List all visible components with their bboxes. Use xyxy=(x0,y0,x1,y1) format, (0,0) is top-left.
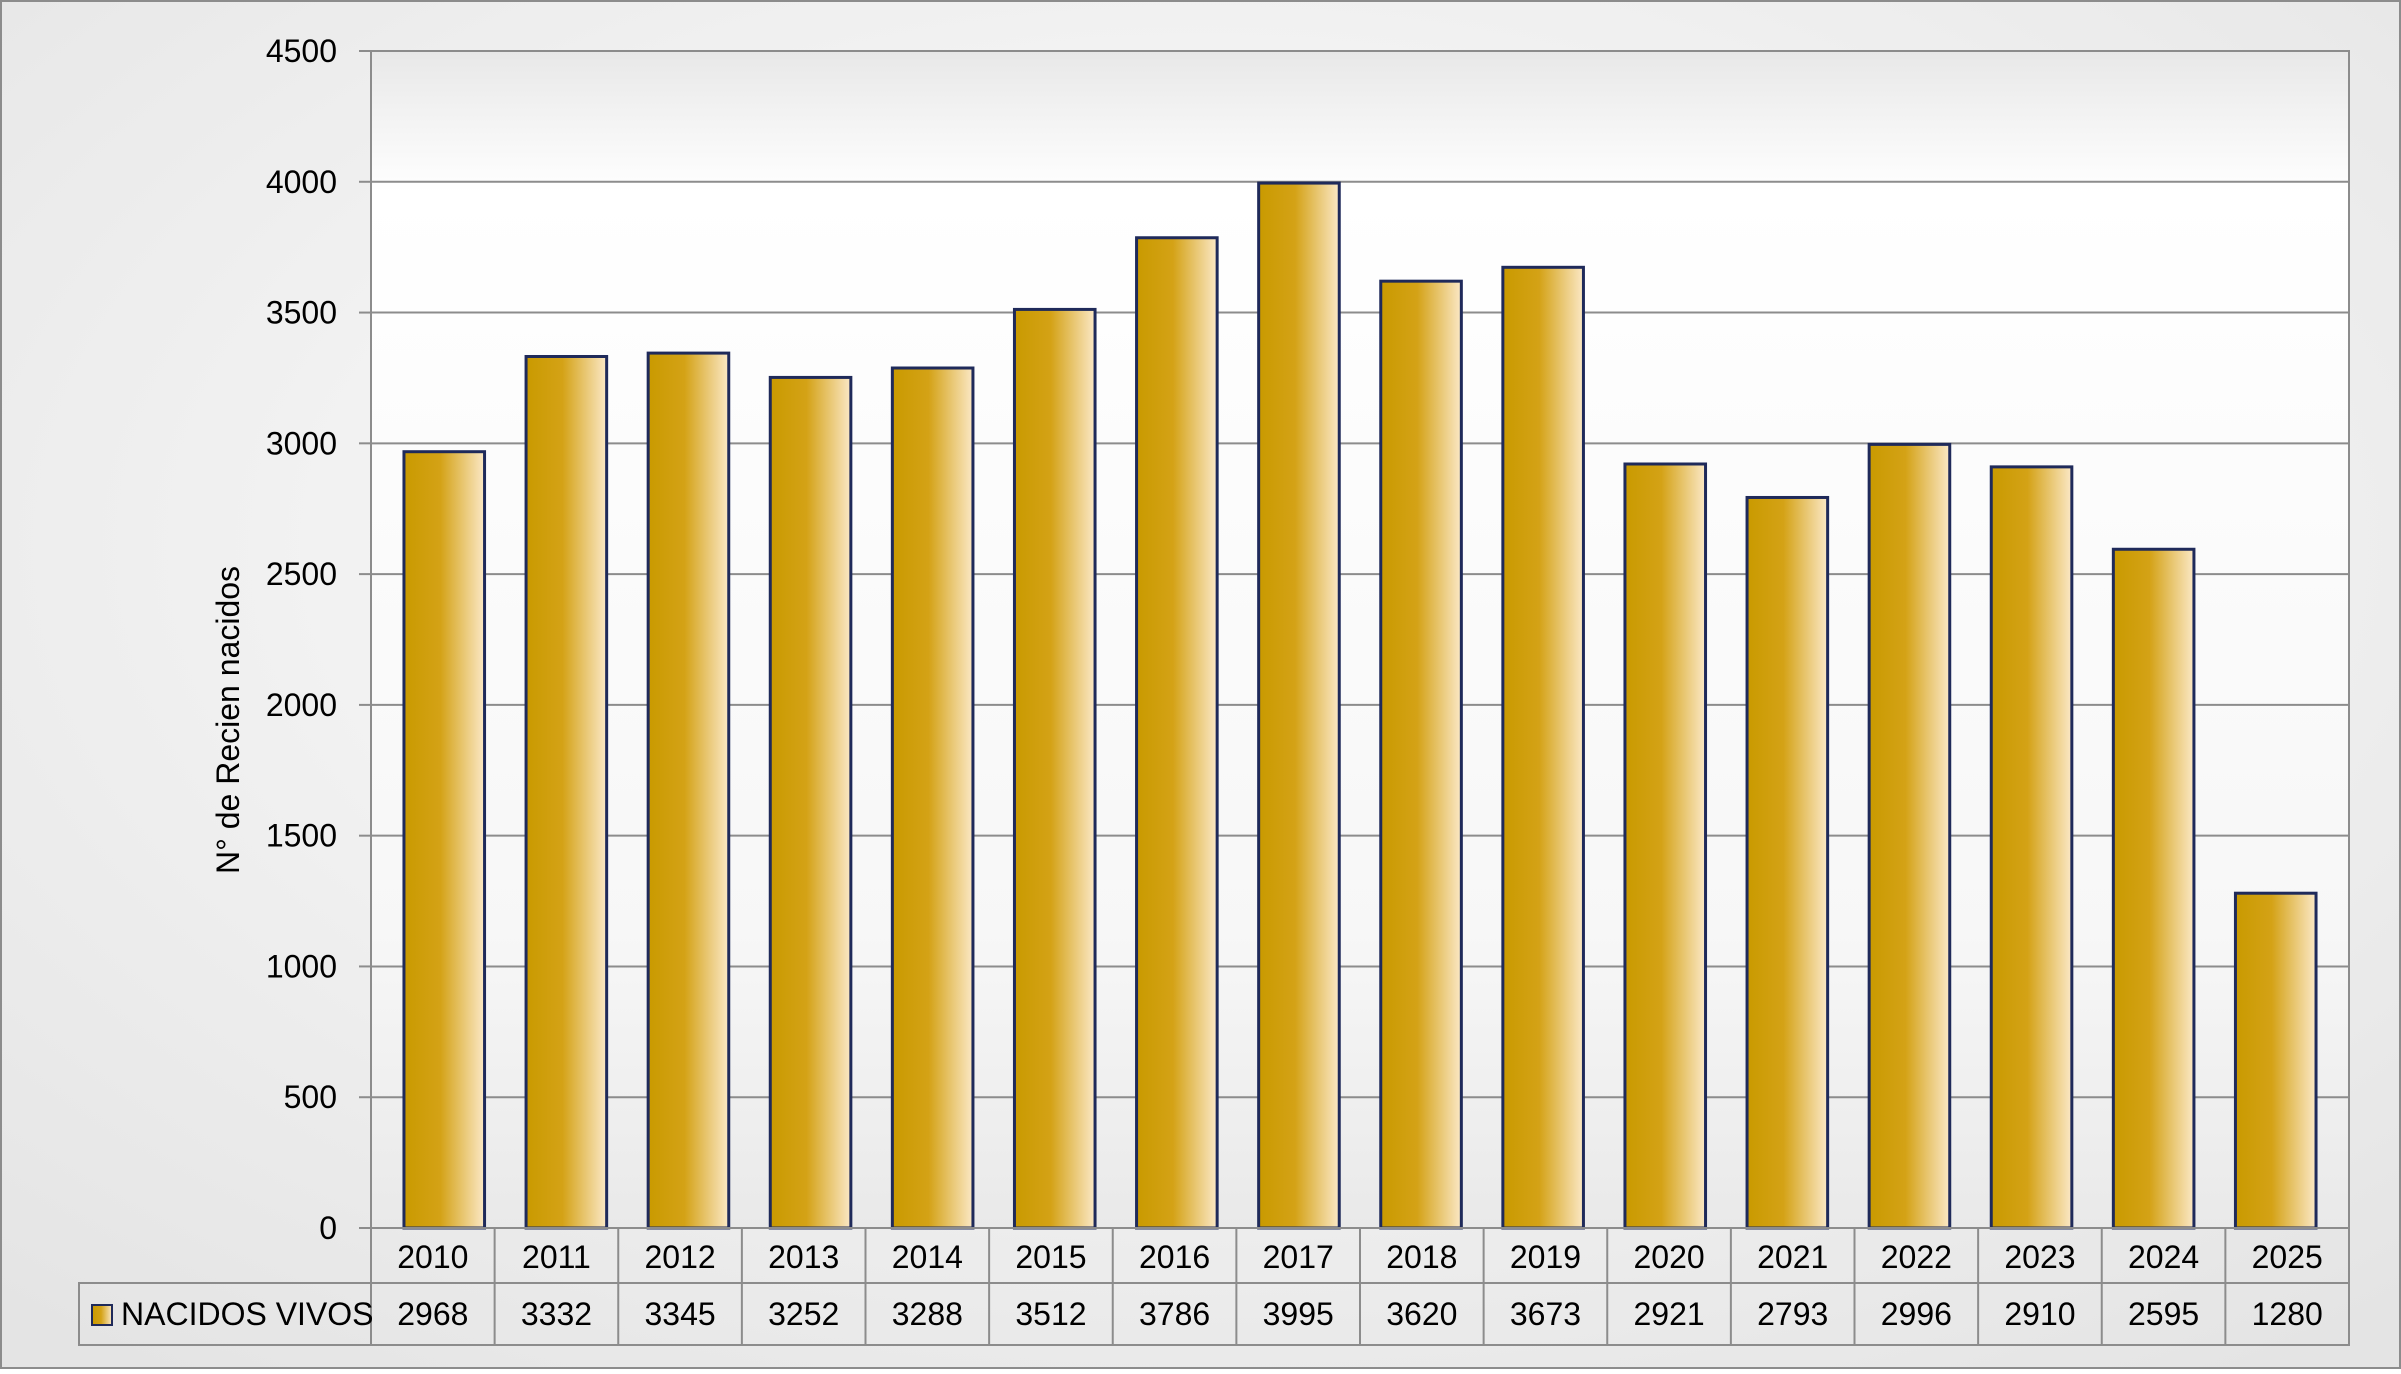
bar-2015 xyxy=(1012,307,1097,1230)
x-tick-label: 2015 xyxy=(1015,1239,1086,1275)
y-tick-label: 4000 xyxy=(266,164,337,200)
x-tick-label: 2020 xyxy=(1633,1239,1704,1275)
data-table-value: 2910 xyxy=(2004,1296,2075,1332)
y-tick-label: 2500 xyxy=(266,556,337,592)
bar-2010 xyxy=(402,450,487,1230)
data-table-value: 3673 xyxy=(1510,1296,1581,1332)
bar-2023 xyxy=(1989,465,2074,1230)
bar-2017 xyxy=(1257,181,1341,1230)
x-tick-label: 2023 xyxy=(2004,1239,2075,1275)
bar-2013 xyxy=(768,375,853,1230)
data-table-value: 1280 xyxy=(2252,1296,2323,1332)
y-tick-label: 500 xyxy=(284,1079,337,1115)
bar-2011 xyxy=(524,354,609,1230)
data-table-value: 3332 xyxy=(521,1296,592,1332)
x-tick-label: 2011 xyxy=(522,1239,591,1275)
y-tick-label: 0 xyxy=(319,1210,337,1246)
data-table-value: 3252 xyxy=(768,1296,839,1332)
bar-2016 xyxy=(1135,236,1219,1230)
data-table-value: 3995 xyxy=(1263,1296,1334,1332)
data-table-value: 3345 xyxy=(644,1296,715,1332)
bar-2022 xyxy=(1867,442,1952,1230)
legend-swatch xyxy=(91,1304,113,1326)
y-tick-label: 3500 xyxy=(266,295,337,331)
y-tick-label: 1000 xyxy=(266,948,337,984)
y-axis-label: N° de Recien nacidos xyxy=(210,566,246,874)
data-table-value: 2921 xyxy=(1633,1296,1704,1332)
data-table-value: 2996 xyxy=(1881,1296,1952,1332)
bars xyxy=(402,181,2318,1230)
data-table-value: 3620 xyxy=(1386,1296,1457,1332)
data-table-value: 3512 xyxy=(1015,1296,1086,1332)
bar-2021 xyxy=(1745,495,1830,1230)
data-table: 2010 2968 2011 3332 2012 3345 2013 3252 2014 3288… xyxy=(78,1227,2350,1346)
x-tick-label: 2018 xyxy=(1386,1239,1457,1275)
bar-2012 xyxy=(646,351,731,1230)
x-tick-label: 2025 xyxy=(2252,1239,2323,1275)
data-table-value: 2793 xyxy=(1757,1296,1828,1332)
x-tick-label: 2019 xyxy=(1510,1239,1581,1275)
bar-2025 xyxy=(2233,891,2318,1230)
y-tick-label: 2000 xyxy=(266,687,337,723)
x-tick-label: 2013 xyxy=(768,1239,839,1275)
data-table-value: 3288 xyxy=(892,1296,963,1332)
x-tick-label: 2021 xyxy=(1757,1239,1828,1275)
x-tick-label: 2022 xyxy=(1881,1239,1952,1275)
x-tick-label: 2014 xyxy=(892,1239,963,1275)
legend-label: NACIDOS VIVOS xyxy=(121,1296,374,1332)
y-tick-label: 4500 xyxy=(266,33,337,69)
bar-2019 xyxy=(1501,265,1585,1230)
x-tick-label: 2024 xyxy=(2128,1239,2199,1275)
y-tick-label: 1500 xyxy=(266,818,337,854)
bar-2014 xyxy=(890,366,975,1230)
bar-2020 xyxy=(1623,462,1708,1230)
bar-2024 xyxy=(2111,547,2196,1230)
bar-2018 xyxy=(1379,279,1463,1230)
data-table-value: 3786 xyxy=(1139,1296,1210,1332)
x-tick-label: 2010 xyxy=(397,1239,468,1275)
x-tick-label: 2012 xyxy=(644,1239,715,1275)
y-axis-ticks: 0 500 1000 1500 2000 2500 3000 3500 4000 4500 xyxy=(266,33,371,1246)
x-tick-label: 2017 xyxy=(1263,1239,1334,1275)
y-tick-label: 3000 xyxy=(266,425,337,461)
x-tick-label: 2016 xyxy=(1139,1239,1210,1275)
data-table-value: 2968 xyxy=(397,1296,468,1332)
data-table-value: 2595 xyxy=(2128,1296,2199,1332)
